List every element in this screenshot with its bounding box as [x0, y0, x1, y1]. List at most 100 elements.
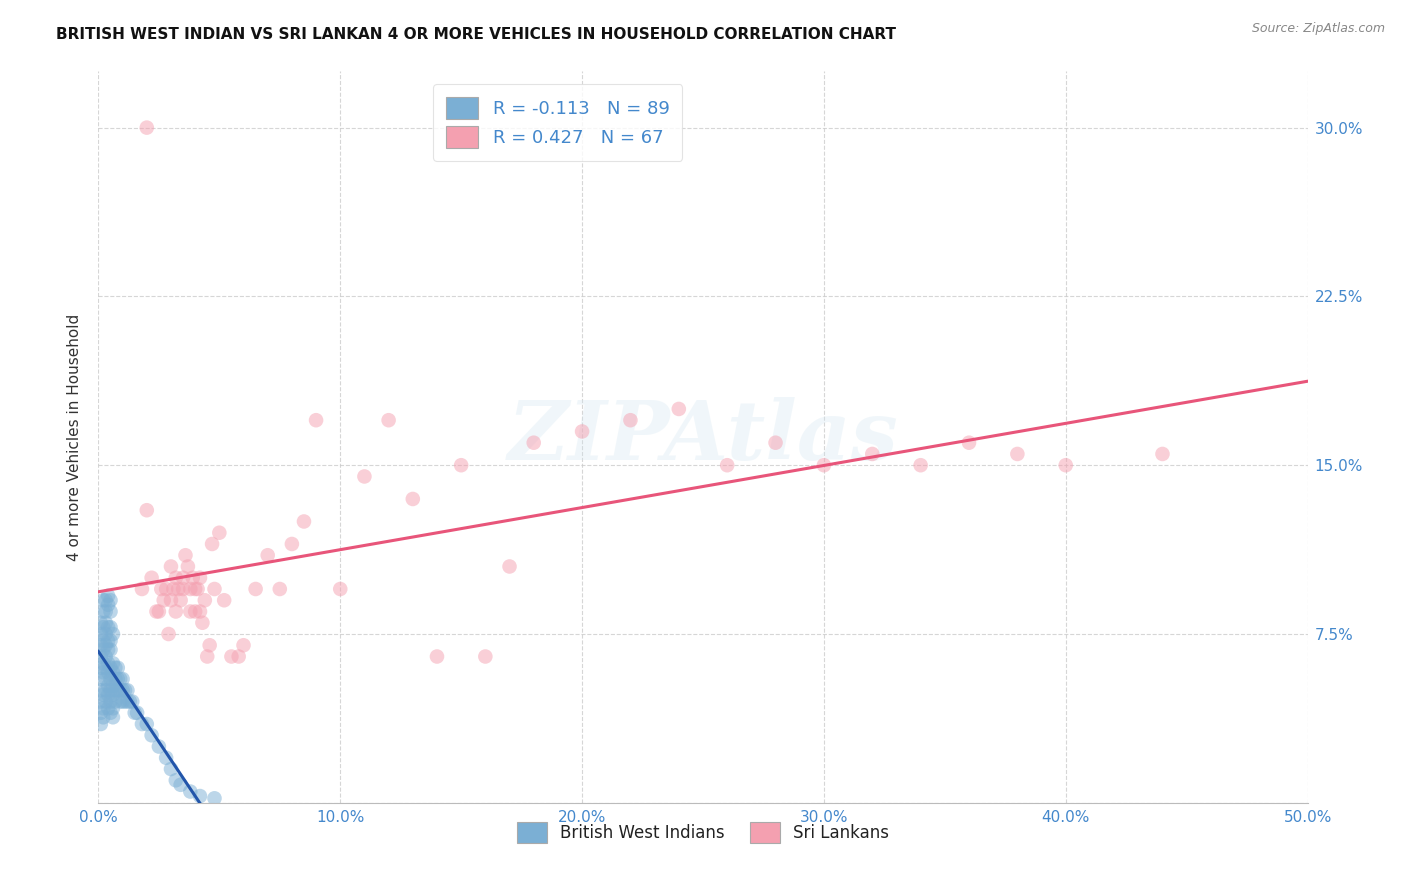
Point [179, 605, 201, 619]
Text: BRITISH WEST INDIAN VS SRI LANKAN 4 OR MORE VEHICLES IN HOUSEHOLD CORRELATION CH: BRITISH WEST INDIAN VS SRI LANKAN 4 OR M… [56, 27, 896, 42]
Point [188, 605, 211, 619]
Point [94, 694, 117, 708]
Point [101, 710, 124, 724]
Point [172, 571, 194, 585]
Point [97, 679, 120, 693]
Point [765, 435, 787, 450]
Point [160, 593, 183, 607]
Text: Source: ZipAtlas.com: Source: ZipAtlas.com [1251, 22, 1385, 36]
Point [101, 665, 124, 680]
Point [212, 593, 235, 607]
Point [97, 598, 120, 612]
Point [329, 582, 352, 596]
Point [169, 778, 191, 792]
Point [668, 401, 690, 416]
Point [716, 458, 738, 473]
Point [91, 642, 114, 657]
Point [97, 589, 120, 603]
Point [100, 683, 122, 698]
Point [101, 688, 124, 702]
Text: ZIPAtlas: ZIPAtlas [508, 397, 898, 477]
Point [179, 784, 201, 798]
Point [111, 694, 134, 708]
Point [172, 582, 194, 596]
Point [292, 515, 315, 529]
Point [281, 537, 304, 551]
Point [571, 425, 593, 439]
Point [619, 413, 641, 427]
Point [184, 582, 207, 596]
Point [813, 458, 835, 473]
Point [97, 688, 120, 702]
Point [97, 642, 120, 657]
Point [108, 672, 131, 686]
Point [90, 672, 112, 686]
Point [165, 605, 187, 619]
Point [160, 762, 183, 776]
Point [131, 582, 153, 596]
Point [245, 582, 267, 596]
Point [152, 593, 174, 607]
Point [145, 605, 167, 619]
Point [100, 642, 122, 657]
Point [305, 413, 328, 427]
Point [94, 615, 117, 630]
Point [91, 688, 114, 702]
Point [90, 615, 112, 630]
Point [188, 571, 211, 585]
Point [91, 657, 114, 671]
Point [91, 605, 114, 619]
Legend: British West Indians, Sri Lankans: British West Indians, Sri Lankans [510, 815, 896, 849]
Point [90, 706, 112, 720]
Point [353, 469, 375, 483]
Point [94, 649, 117, 664]
Point [174, 548, 197, 562]
Point [90, 683, 112, 698]
Point [135, 120, 157, 135]
Point [100, 706, 122, 720]
Point [135, 717, 157, 731]
Point [141, 728, 163, 742]
Point [108, 683, 131, 698]
Point [957, 435, 980, 450]
Point [101, 679, 124, 693]
Point [94, 661, 117, 675]
Point [100, 620, 122, 634]
Point [377, 413, 399, 427]
Point [91, 665, 114, 680]
Point [91, 710, 114, 724]
Point [910, 458, 932, 473]
Point [90, 627, 112, 641]
Point [160, 559, 183, 574]
Point [107, 672, 129, 686]
Point [94, 672, 117, 686]
Point [201, 537, 224, 551]
Point [450, 458, 472, 473]
Point [1007, 447, 1029, 461]
Point [191, 615, 214, 630]
Point [162, 582, 184, 596]
Point [198, 638, 221, 652]
Point [165, 773, 187, 788]
Point [269, 582, 291, 596]
Point [100, 605, 122, 619]
Point [256, 548, 278, 562]
Point [90, 661, 112, 675]
Point [97, 657, 120, 671]
Point [127, 706, 149, 720]
Point [148, 739, 170, 754]
Point [114, 694, 136, 708]
Point [97, 620, 120, 634]
Point [195, 649, 218, 664]
Point [131, 717, 153, 731]
Point [100, 593, 122, 607]
Point [100, 694, 122, 708]
Point [121, 694, 143, 708]
Point [177, 559, 200, 574]
Point [474, 649, 496, 664]
Point [498, 559, 520, 574]
Point [90, 717, 112, 731]
Point [94, 683, 117, 698]
Point [90, 694, 112, 708]
Point [111, 683, 134, 698]
